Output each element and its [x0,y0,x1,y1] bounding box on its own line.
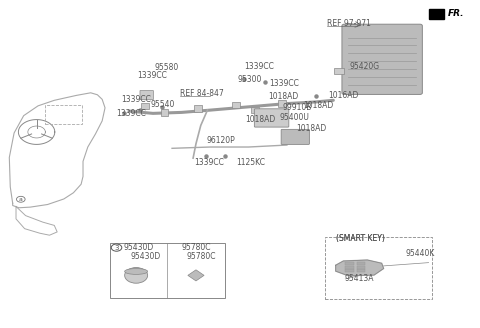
Bar [252,107,259,113]
Bar [357,266,365,269]
Text: 1016AD: 1016AD [328,91,359,100]
FancyBboxPatch shape [342,24,422,94]
Text: 1339CC: 1339CC [270,78,300,88]
Bar [345,266,354,269]
Bar [278,100,286,107]
Text: 95440K: 95440K [405,249,434,258]
Text: (SMART KEY): (SMART KEY) [336,234,384,243]
Bar [160,109,168,116]
Bar [232,102,240,109]
Text: REF 84-847: REF 84-847 [180,89,224,98]
Bar [142,103,149,109]
Text: 1018AD: 1018AD [245,115,275,124]
Text: 1018AD: 1018AD [268,92,298,101]
Text: 95540: 95540 [150,100,174,109]
Circle shape [111,244,122,251]
Ellipse shape [125,269,148,275]
Bar [110,243,225,298]
Text: 1339CC: 1339CC [121,95,151,104]
Bar [345,270,354,273]
Bar [188,270,204,281]
Text: 3: 3 [114,245,119,251]
Text: FR.: FR. [448,9,464,18]
Text: 1339CC: 1339CC [194,158,225,167]
Ellipse shape [125,268,148,283]
Bar [45,105,82,124]
FancyBboxPatch shape [140,91,154,100]
Text: 95413A: 95413A [344,275,374,283]
Polygon shape [336,260,384,276]
Text: 1339CC: 1339CC [244,62,274,71]
Text: 96120P: 96120P [206,136,235,145]
Text: 1125KC: 1125KC [236,158,265,167]
Bar [334,68,344,74]
Text: 95430D: 95430D [123,243,154,252]
Text: 95420G: 95420G [349,62,379,71]
Text: 1339CC: 1339CC [117,109,146,118]
FancyBboxPatch shape [281,129,310,144]
Text: 1018AD: 1018AD [297,124,327,133]
Bar [325,236,432,298]
FancyBboxPatch shape [254,109,289,127]
Text: 95580: 95580 [155,63,179,72]
Text: 1018AD: 1018AD [303,101,334,110]
Bar [357,270,365,273]
Text: 95780C: 95780C [181,243,211,252]
Text: 95780C: 95780C [186,252,216,261]
Text: REF 97-971: REF 97-971 [327,19,371,28]
Text: (SMART KEY): (SMART KEY) [336,234,384,243]
Bar [345,262,354,265]
Text: 95430D: 95430D [131,252,161,261]
Text: 99910B: 99910B [282,103,312,112]
Text: 95400U: 95400U [279,113,309,122]
Text: 1339CC: 1339CC [137,71,167,80]
Bar [194,105,202,112]
Bar [357,262,365,265]
Text: 95300: 95300 [238,75,262,84]
Text: a: a [19,197,23,202]
Bar [429,9,444,19]
